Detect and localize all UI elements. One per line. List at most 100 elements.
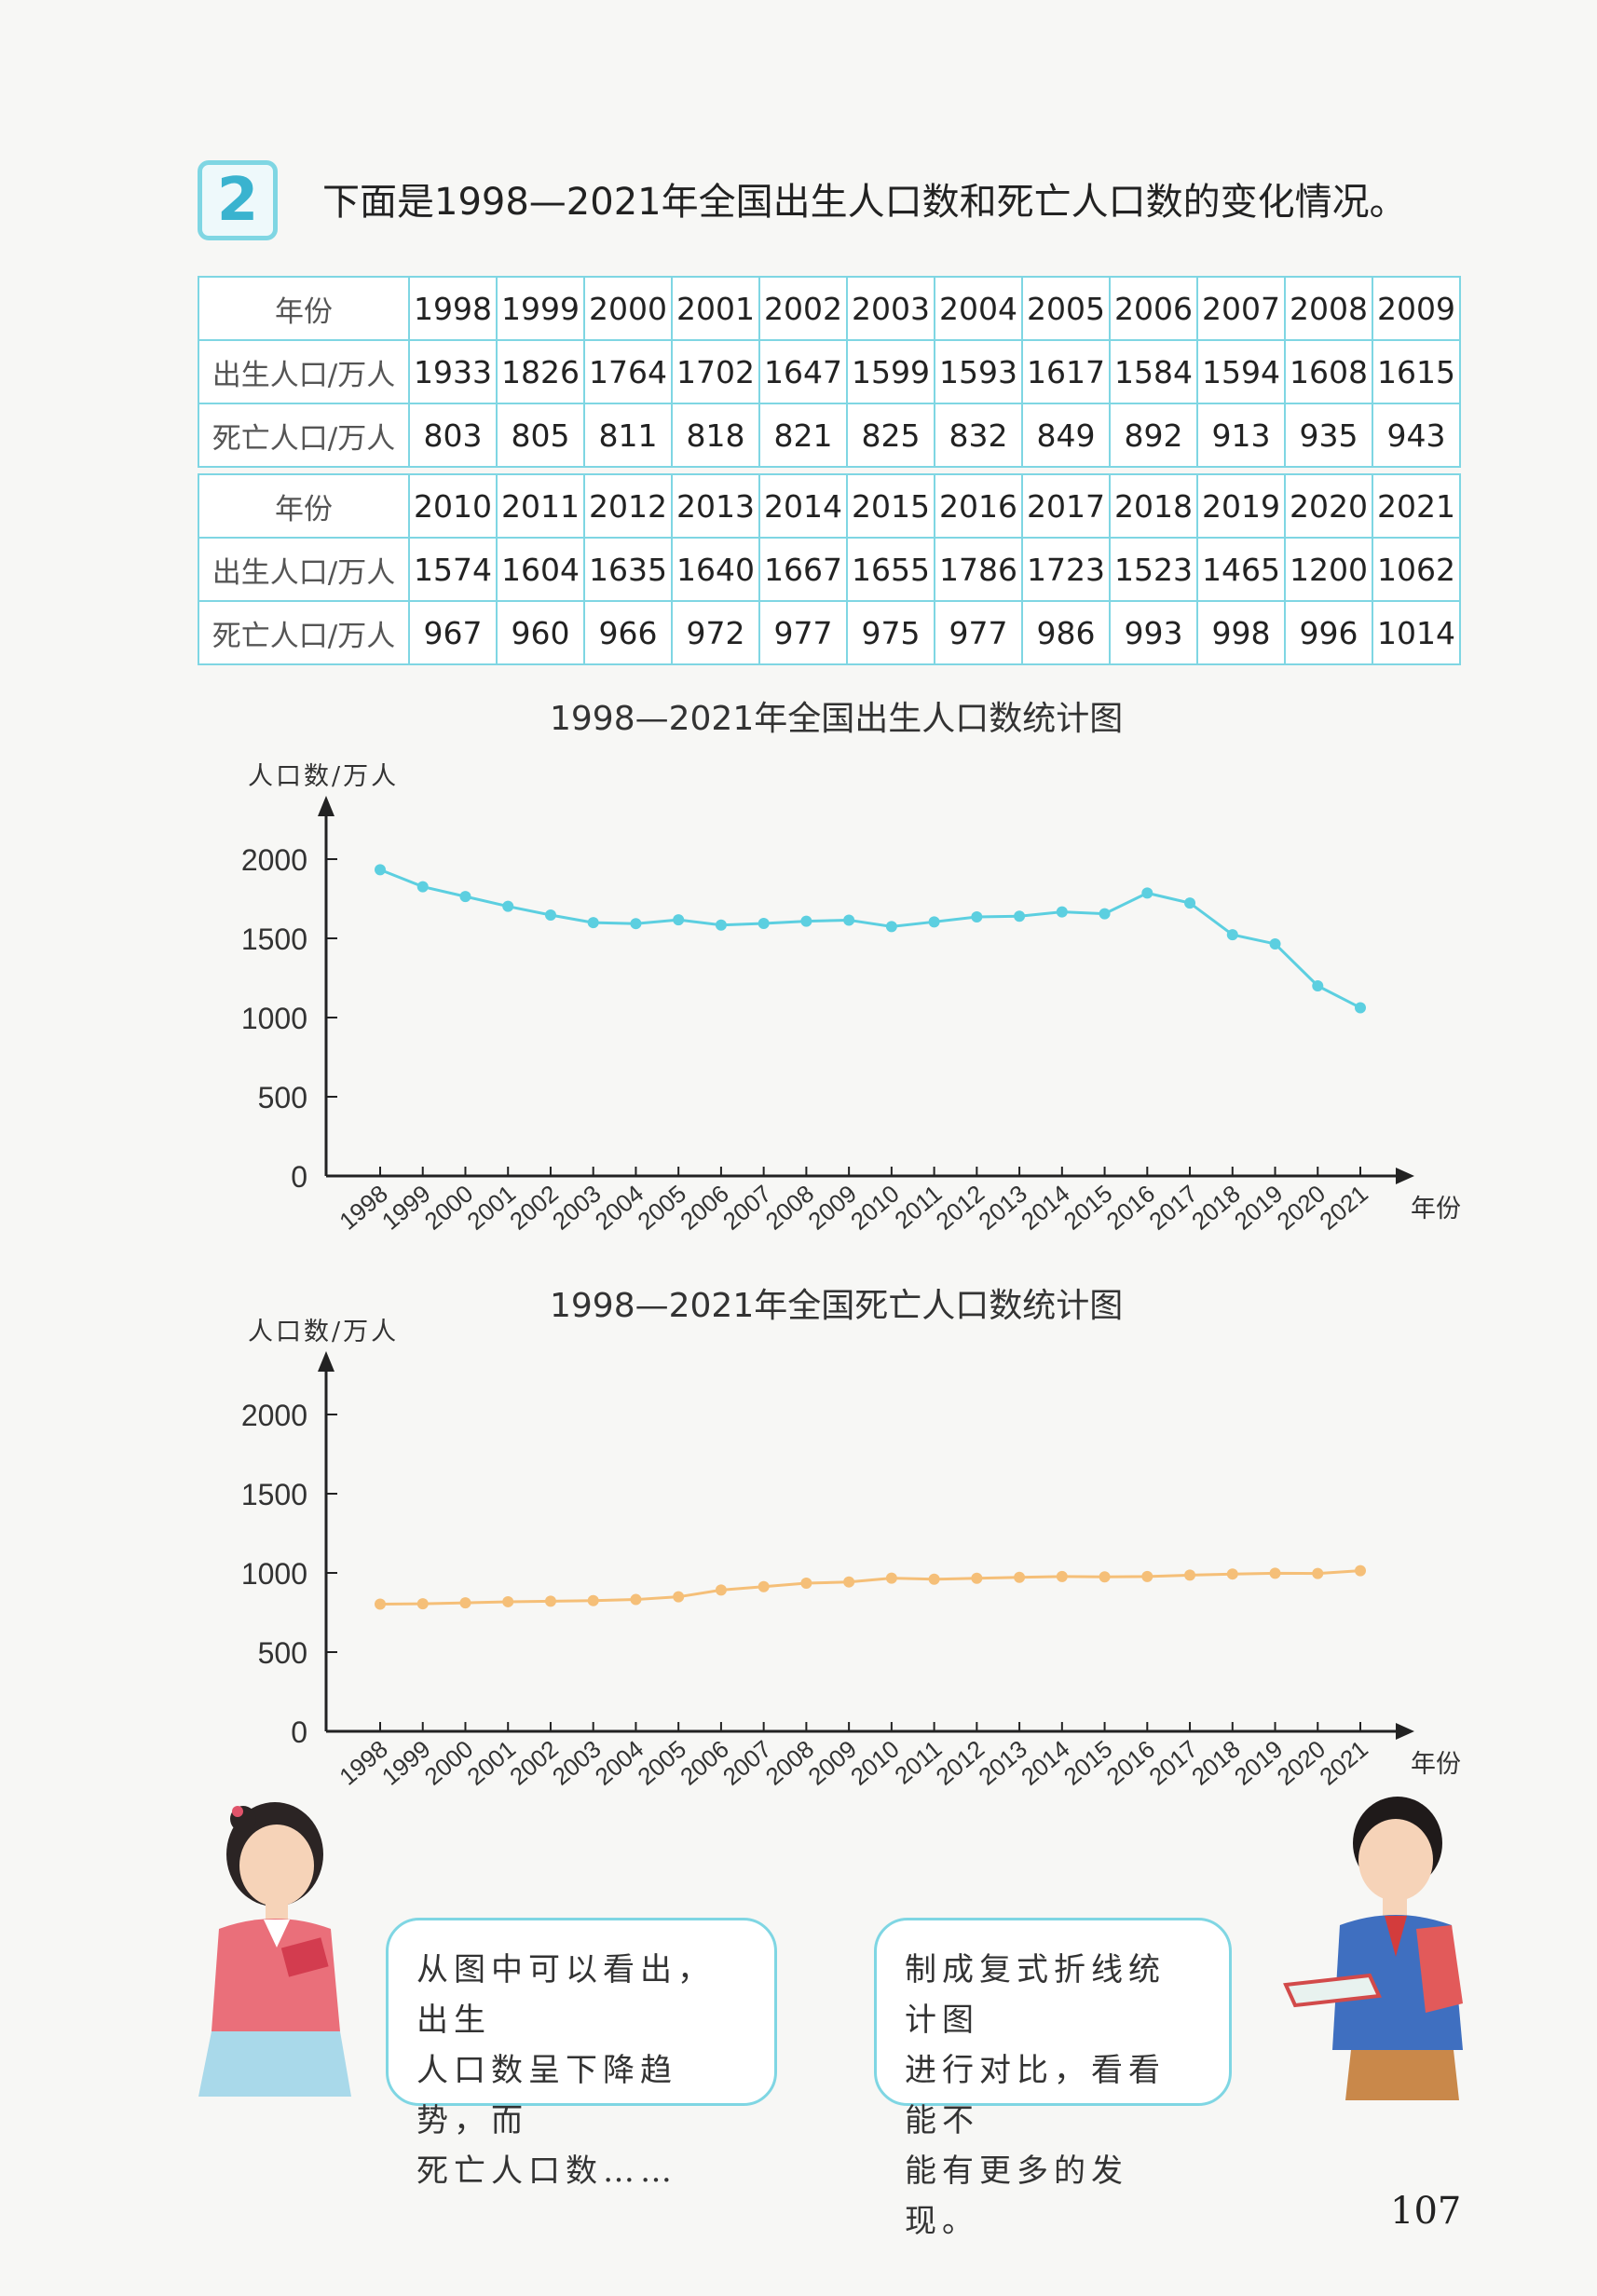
table-cell: 1617 (1021, 339, 1111, 404)
table-cell: 1593 (934, 339, 1023, 404)
data-point (544, 909, 556, 922)
y-tick-label: 0 (291, 1160, 307, 1194)
data-point (1269, 937, 1281, 950)
data-point (715, 1584, 727, 1596)
data-point (673, 914, 685, 926)
table-cell: 832 (934, 403, 1023, 468)
table-cell: 993 (1109, 600, 1198, 665)
table-cell: 825 (846, 403, 935, 468)
table-cell: 1615 (1372, 339, 1461, 404)
y-tick-label: 1000 (241, 1002, 307, 1035)
data-point (673, 1591, 685, 1603)
data-table-part1: 年份 1998 1999 2000 2001 2002 2003 2004 2005 2006 20… (198, 276, 1461, 468)
data-point (758, 1580, 770, 1592)
row-label-birth: 出生人口/万人 (198, 339, 410, 404)
table-cell: 2002 (758, 276, 848, 341)
data-point (758, 918, 770, 930)
table-cell: 1640 (671, 537, 760, 602)
data-point (971, 1572, 983, 1584)
table-cell: 849 (1021, 403, 1111, 468)
boy-illustration (1283, 1797, 1463, 2100)
table-cell: 2020 (1284, 473, 1373, 539)
table-cell: 805 (496, 403, 585, 468)
table-cell: 2015 (846, 473, 935, 539)
data-point (587, 1594, 599, 1606)
death-line-chart: 0500100015002000人口数/万人199819992000200120… (241, 1318, 1461, 1791)
data-point (459, 1597, 471, 1609)
data-point (544, 1595, 556, 1607)
table-cell: 892 (1109, 403, 1198, 468)
table-cell: 818 (671, 403, 760, 468)
data-point (375, 1598, 386, 1610)
table-cell: 1584 (1109, 339, 1198, 404)
table-cell: 2008 (1284, 276, 1373, 341)
table-cell: 2000 (583, 276, 673, 341)
y-tick-label: 1000 (241, 1557, 307, 1591)
table-row-deaths: 死亡人口/万人 803 805 811 818 821 825 832 849 892 913 935… (198, 403, 1461, 468)
table-cell: 1062 (1372, 537, 1461, 602)
table-row-births: 出生人口/万人 1933 1826 1764 1702 1647 1599 1593 1617 1… (198, 339, 1461, 404)
table-cell: 1933 (408, 339, 498, 404)
girl-speech-line: 死亡人口数…… (416, 2152, 677, 2190)
table-cell: 2006 (1109, 276, 1198, 341)
birth-line-chart: 0500100015002000人口数/万人199819992000200120… (241, 762, 1461, 1236)
table-row-deaths: 死亡人口/万人 967 960 966 972 977 975 977 986 993 998 996… (198, 600, 1461, 665)
problem-intro: 下面是1998—2021年全国出生人口数和死亡人口数的变化情况。 (322, 181, 1407, 224)
y-tick-label: 0 (291, 1715, 307, 1749)
boy-speech-line: 制成复式折线统计图 (905, 1951, 1166, 2039)
data-point (459, 891, 471, 903)
data-point (1226, 929, 1238, 941)
table-cell: 1998 (408, 276, 498, 341)
page-number: 107 (1390, 2190, 1462, 2233)
table-cell: 2012 (583, 473, 673, 539)
table-cell: 975 (846, 600, 935, 665)
data-point (1014, 1571, 1026, 1583)
x-axis-label: 年份 (1411, 1750, 1461, 1779)
table-cell: 2003 (846, 276, 935, 341)
table-cell: 1635 (583, 537, 673, 602)
data-point (1355, 1565, 1366, 1577)
boy-speech-line: 进行对比，看看能不 (905, 2052, 1166, 2139)
data-point (843, 1576, 855, 1588)
table-cell: 1702 (671, 339, 760, 404)
x-axis-arrow (1396, 1168, 1414, 1184)
row-label-year: 年份 (198, 276, 410, 341)
data-point (375, 864, 386, 876)
table-cell: 2009 (1372, 276, 1461, 341)
table-cell: 998 (1196, 600, 1286, 665)
x-tick-label: 2021 (1314, 1735, 1373, 1791)
y-tick-label: 2000 (241, 1399, 307, 1432)
death-chart-title: 1998—2021年全国死亡人口数统计图 (550, 1287, 1124, 1325)
data-point (1099, 908, 1111, 920)
table-cell: 2005 (1021, 276, 1111, 341)
table-cell: 1608 (1284, 339, 1373, 404)
girl-speech-line: 人口数呈下降趋势，而 (416, 2052, 677, 2139)
table-cell: 1523 (1109, 537, 1198, 602)
table-cell: 1594 (1196, 339, 1286, 404)
data-point (1312, 1567, 1324, 1579)
table-cell: 913 (1196, 403, 1286, 468)
table-cell: 2016 (934, 473, 1023, 539)
data-point (1141, 1570, 1153, 1582)
table-cell: 1465 (1196, 537, 1286, 602)
y-axis-arrow (318, 796, 334, 816)
y-axis-label: 人口数/万人 (248, 762, 399, 791)
x-axis-arrow (1396, 1723, 1414, 1740)
data-point (1014, 910, 1026, 922)
table-cell: 935 (1284, 403, 1373, 468)
row-label-year: 年份 (198, 473, 410, 539)
data-point (885, 921, 897, 933)
data-point (1141, 887, 1153, 899)
table-cell: 1999 (496, 276, 585, 341)
problem-number-badge: 2 (198, 160, 278, 240)
data-point (1269, 1567, 1281, 1579)
table-cell: 986 (1021, 600, 1111, 665)
table-cell: 972 (671, 600, 760, 665)
data-point (502, 900, 514, 912)
y-tick-label: 1500 (241, 922, 307, 956)
table-cell: 960 (496, 600, 585, 665)
data-table-part2: 年份 2010 2011 2012 2013 2014 2015 2016 2017 2018 20… (198, 473, 1461, 665)
data-point (502, 1595, 514, 1607)
data-point (1056, 906, 1068, 918)
table-cell: 2014 (758, 473, 848, 539)
